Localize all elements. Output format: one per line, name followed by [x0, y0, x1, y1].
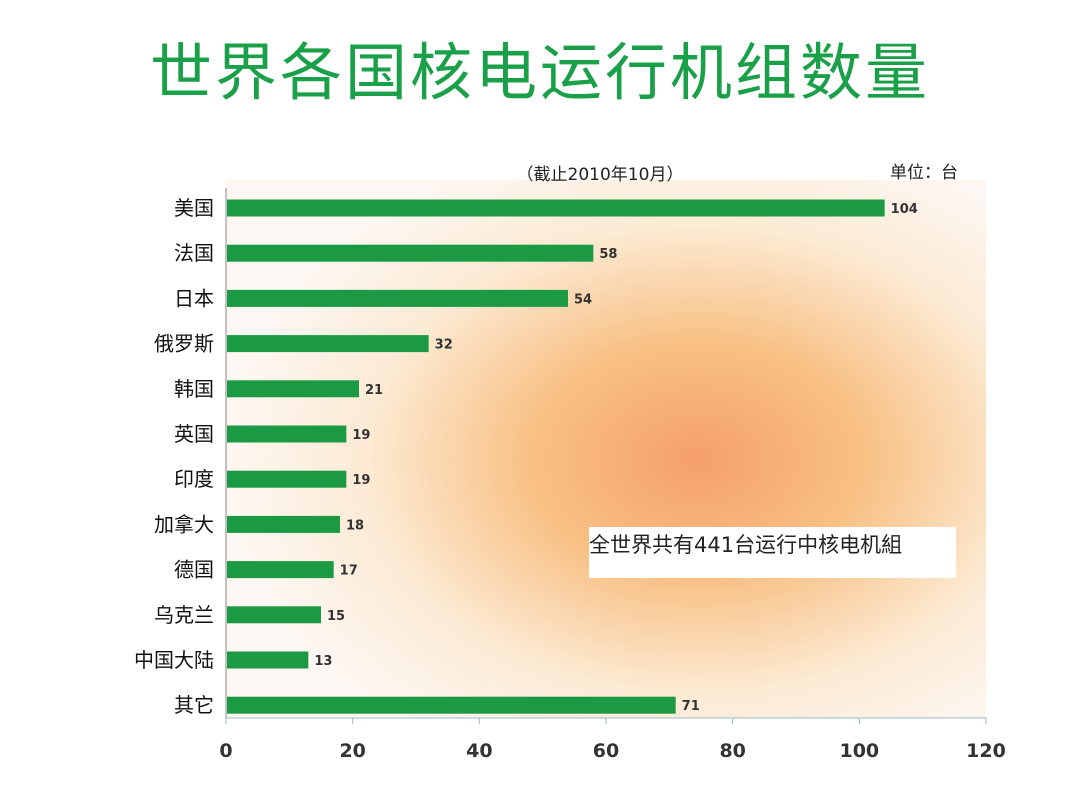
bar — [227, 289, 568, 307]
value-label: 13 — [314, 654, 332, 669]
category-label: 韩国 — [174, 377, 214, 401]
x-tick-label: 100 — [839, 740, 879, 762]
bar — [227, 380, 359, 398]
bar — [227, 335, 429, 353]
value-label: 19 — [352, 473, 370, 488]
value-label: 18 — [346, 518, 364, 533]
value-label: 58 — [599, 247, 617, 262]
x-tick-label: 20 — [339, 740, 365, 762]
category-label: 乌克兰 — [154, 603, 214, 627]
category-label: 中国大陆 — [134, 648, 214, 672]
value-label: 71 — [682, 699, 700, 714]
bar — [227, 515, 340, 533]
total-annotation: 全世界共有441台运行中核电机組 — [589, 527, 956, 578]
bar — [227, 651, 309, 669]
value-label: 54 — [574, 292, 592, 307]
bar — [227, 561, 334, 579]
x-tick-label: 40 — [466, 740, 492, 762]
category-label: 英国 — [174, 422, 214, 446]
value-label: 15 — [327, 609, 345, 624]
value-label: 17 — [340, 564, 358, 579]
category-label: 德国 — [174, 558, 214, 582]
category-label: 其它 — [174, 693, 214, 717]
chart-subtitle: （截止2010年10月） — [517, 165, 684, 185]
category-label: 印度 — [174, 467, 214, 491]
x-tick-label: 0 — [219, 740, 232, 762]
bar — [227, 606, 321, 624]
bar — [227, 244, 594, 262]
bar — [227, 425, 347, 443]
category-label: 俄罗斯 — [154, 332, 214, 356]
bar — [227, 470, 347, 488]
category-label: 美国 — [174, 196, 214, 220]
category-label: 法国 — [174, 241, 214, 265]
x-tick-label: 80 — [719, 740, 745, 762]
value-label: 19 — [352, 428, 370, 443]
plot-background — [226, 180, 986, 718]
value-label: 104 — [891, 202, 918, 217]
category-label: 加拿大 — [154, 512, 214, 536]
x-tick-label: 120 — [966, 740, 1006, 762]
category-label: 日本 — [174, 286, 214, 310]
x-tick-label: 60 — [593, 740, 619, 762]
value-label: 32 — [435, 338, 453, 353]
bar — [227, 199, 885, 217]
value-label: 21 — [365, 383, 383, 398]
unit-label: 单位：台 — [890, 163, 958, 183]
slide-title: 世界各国核电运行机组数量 — [149, 36, 930, 109]
bar — [227, 696, 676, 714]
